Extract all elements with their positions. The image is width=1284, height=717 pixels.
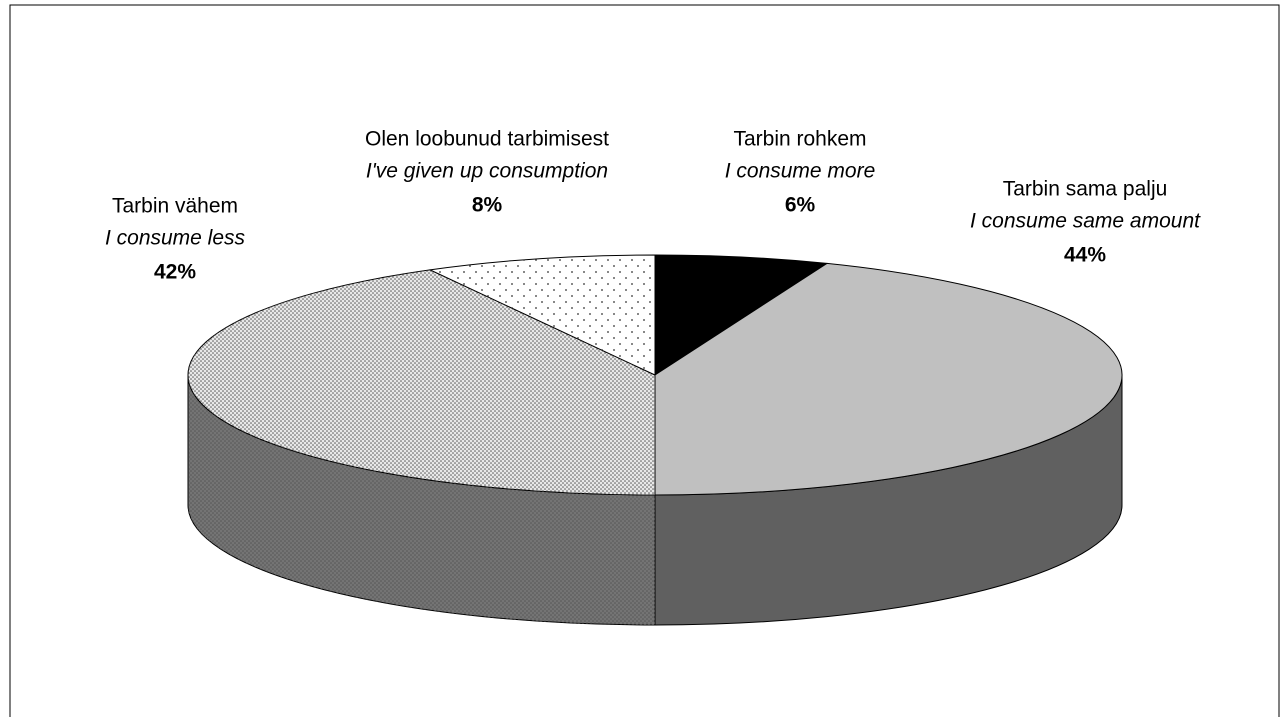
slice — [654, 254, 829, 376]
slice — [654, 262, 1123, 496]
slice-label-translation: I consume less — [105, 227, 246, 250]
slice-label: Tarbin vähem — [112, 195, 238, 218]
slice-label-translation: I consume same amount — [970, 210, 1201, 233]
frame — [9, 4, 1280, 717]
value-label: 44% — [1064, 244, 1106, 267]
slice-texture — [188, 269, 656, 495]
slice-side-texture — [188, 375, 655, 625]
value-label: 6% — [785, 194, 816, 217]
value-label: 8% — [472, 194, 503, 217]
slice-label: Tarbin rohkem — [733, 128, 866, 151]
slice-label-translation: I consume more — [725, 160, 876, 183]
slice-texture — [430, 255, 655, 375]
value-label: 42% — [154, 261, 196, 284]
slice-label: Tarbin sama palju — [1003, 178, 1168, 201]
slice-label-translation: I've given up consumption — [366, 160, 608, 183]
slice-label: Olen loobunud tarbimisest — [365, 128, 609, 151]
